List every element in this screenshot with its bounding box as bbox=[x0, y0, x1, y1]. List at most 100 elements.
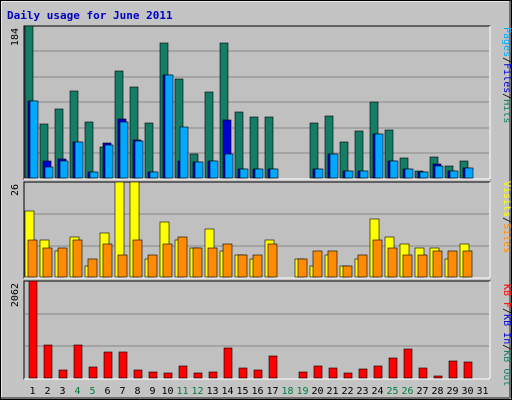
bar-sites-day-1 bbox=[27, 239, 38, 278]
bar-sites-day-26 bbox=[402, 254, 413, 278]
bar-sites-day-19 bbox=[297, 258, 308, 278]
bar-pages-day-17 bbox=[269, 168, 279, 179]
panel-visits: 26 bbox=[10, 181, 491, 279]
legend-entry: KB Out bbox=[501, 350, 511, 386]
x-tick-label: 21 bbox=[326, 386, 338, 397]
x-tick-label: 26 bbox=[401, 386, 413, 397]
bar-sites-day-2 bbox=[42, 247, 53, 278]
legend-entry: / bbox=[501, 308, 511, 314]
right-label-panel-1: Pages/Files/Hits bbox=[501, 27, 511, 123]
x-tick-label: 15 bbox=[236, 386, 248, 397]
bar-sites-day-15 bbox=[237, 254, 248, 278]
x-tick-label: 19 bbox=[296, 386, 308, 397]
bar-sites-day-20 bbox=[312, 250, 323, 278]
bar-pages-day-23 bbox=[359, 170, 369, 179]
x-tick-label: 29 bbox=[446, 386, 458, 397]
bar-pages-day-21 bbox=[329, 153, 339, 179]
bar-pages-day-14 bbox=[224, 153, 234, 179]
x-tick-label: 31 bbox=[476, 386, 488, 397]
legend-entry: Files bbox=[501, 63, 511, 93]
bar-pages-day-1 bbox=[29, 100, 39, 179]
bar-pages-day-24 bbox=[374, 133, 384, 179]
ymax-visits: 26 bbox=[10, 184, 21, 196]
bar-sites-day-7 bbox=[117, 254, 128, 278]
bar-sites-day-17 bbox=[267, 243, 278, 278]
legend-entry: Pages bbox=[501, 27, 511, 57]
legend-entry: Hits bbox=[501, 99, 511, 123]
x-tick-label: 27 bbox=[416, 386, 428, 397]
bar-pages-day-15 bbox=[239, 168, 249, 179]
x-tick-label: 14 bbox=[221, 386, 233, 397]
x-tick-label: 9 bbox=[149, 386, 155, 397]
bar-sites-day-11 bbox=[177, 236, 188, 278]
x-tick-label: 10 bbox=[161, 386, 173, 397]
x-tick-label: 23 bbox=[356, 386, 368, 397]
ymax-hits: 184 bbox=[10, 28, 21, 46]
bar-kbytes-day-17 bbox=[268, 355, 278, 379]
x-tick-label: 25 bbox=[386, 386, 398, 397]
bar-sites-day-13 bbox=[207, 247, 218, 278]
bar-sites-day-21 bbox=[327, 250, 338, 278]
bar-sites-day-22 bbox=[342, 265, 353, 278]
bar-kbytes-day-2 bbox=[43, 344, 53, 379]
bar-sites-day-14 bbox=[222, 243, 233, 278]
bar-pages-day-2 bbox=[44, 166, 54, 179]
legend-entry: KB In bbox=[501, 314, 511, 344]
legend-entry: KB F bbox=[501, 284, 511, 308]
bar-kbytes-day-4 bbox=[73, 344, 83, 379]
x-tick-label: 30 bbox=[461, 386, 473, 397]
x-tick-label: 16 bbox=[251, 386, 263, 397]
bar-pages-day-26 bbox=[404, 168, 414, 179]
bar-sites-day-29 bbox=[447, 250, 458, 278]
bar-kbytes-day-26 bbox=[403, 348, 413, 379]
bar-kbytes-day-12 bbox=[193, 372, 203, 379]
x-tick-label: 13 bbox=[206, 386, 218, 397]
bar-sites-day-28 bbox=[432, 250, 443, 278]
bar-kbytes-day-22 bbox=[343, 372, 353, 379]
bar-sites-day-4 bbox=[72, 239, 83, 278]
x-tick-label: 22 bbox=[341, 386, 353, 397]
bar-pages-day-22 bbox=[344, 170, 354, 179]
x-tick-label: 6 bbox=[104, 386, 110, 397]
x-tick-label: 17 bbox=[266, 386, 278, 397]
x-tick-label: 2 bbox=[44, 386, 50, 397]
x-tick-label: 12 bbox=[191, 386, 203, 397]
bar-kbytes-day-25 bbox=[388, 357, 398, 379]
bar-pages-day-13 bbox=[209, 160, 219, 179]
bar-sites-day-23 bbox=[357, 254, 368, 278]
bar-kbytes-day-30 bbox=[463, 361, 473, 379]
bar-pages-day-6 bbox=[104, 144, 114, 179]
bar-sites-day-3 bbox=[57, 247, 68, 278]
bar-sites-day-30 bbox=[462, 250, 473, 278]
x-axis-day-labels: 1 2 3 4 5 6 7 8 9 10 11 12 13 14 15 16 17 18 19 20 21 22 23 24 2… bbox=[29, 386, 488, 397]
bar-pages-day-20 bbox=[314, 168, 324, 179]
x-tick-label: 1 bbox=[29, 386, 35, 397]
bar-pages-day-27 bbox=[419, 171, 429, 179]
bar-kbytes-day-8 bbox=[133, 369, 143, 379]
x-tick-label: 28 bbox=[431, 386, 443, 397]
x-tick-label: 18 bbox=[281, 386, 293, 397]
bar-sites-day-8 bbox=[132, 239, 143, 278]
bar-kbytes-day-14 bbox=[223, 347, 233, 379]
bar-pages-day-29 bbox=[449, 170, 459, 179]
bar-kbytes-day-6 bbox=[103, 351, 113, 379]
bar-sites-day-12 bbox=[192, 247, 203, 278]
x-tick-label: 11 bbox=[176, 386, 188, 397]
bar-kbytes-day-28 bbox=[433, 375, 443, 379]
bar-pages-day-30 bbox=[464, 167, 474, 179]
x-tick-label: 24 bbox=[371, 386, 383, 397]
x-tick-label: 20 bbox=[311, 386, 323, 397]
bar-sites-day-9 bbox=[147, 254, 158, 278]
bar-hits-day-5 bbox=[84, 121, 94, 179]
bar-kbytes-day-20 bbox=[313, 365, 323, 379]
bar-hits-day-15 bbox=[234, 111, 244, 179]
bar-pages-day-16 bbox=[254, 168, 264, 179]
bar-kbytes-day-24 bbox=[373, 365, 383, 379]
panel-hits: 184 bbox=[10, 25, 491, 180]
bar-kbytes-day-7 bbox=[118, 351, 128, 379]
bar-pages-day-5 bbox=[89, 171, 99, 179]
legend-entry: Sites bbox=[501, 223, 511, 253]
x-tick-label: 5 bbox=[89, 386, 95, 397]
